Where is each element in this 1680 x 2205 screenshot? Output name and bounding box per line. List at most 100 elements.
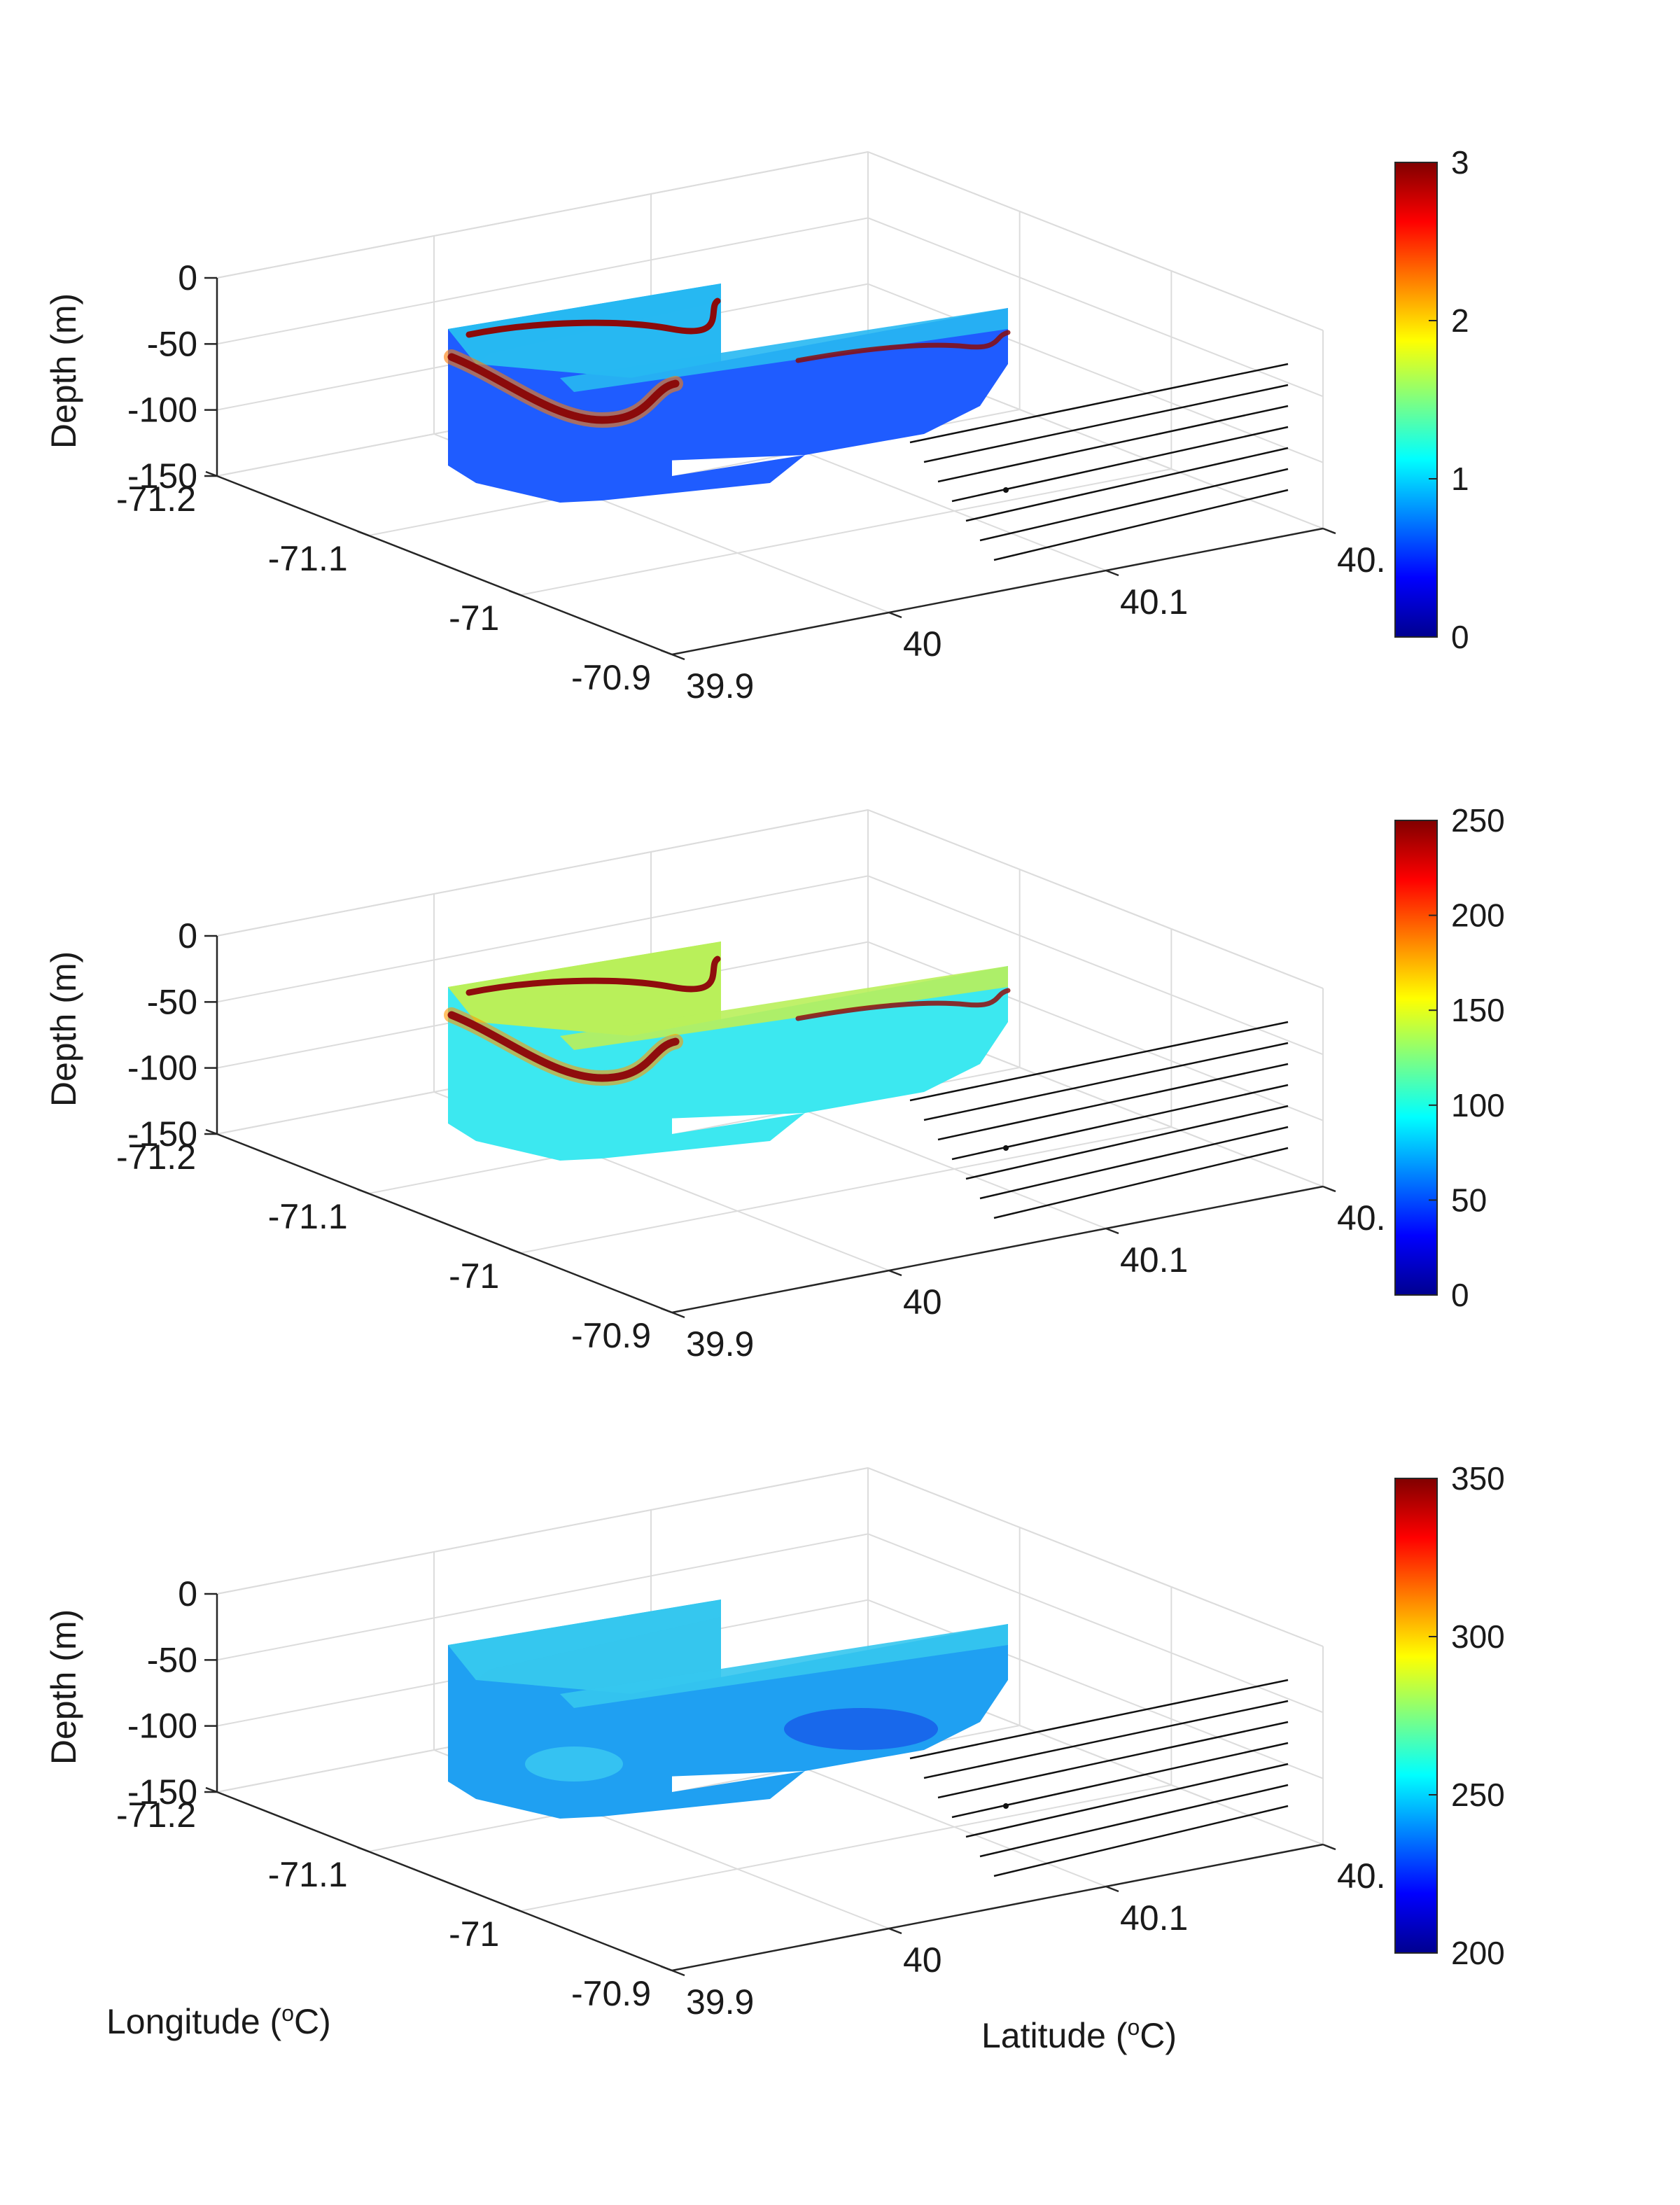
colorbar-tick-label: 150 — [1451, 992, 1505, 1028]
colorbar-tick-label: 300 — [1451, 1618, 1505, 1655]
y-tick-label: 39.9 — [686, 666, 754, 706]
surface-top-edge — [560, 308, 1008, 392]
y-tick-label: 40 — [903, 1282, 942, 1322]
track-line — [993, 1805, 1289, 1877]
gridline — [520, 1784, 1172, 1912]
x-tick — [660, 1307, 673, 1314]
y-tick-label: 40. — [1337, 1856, 1386, 1896]
track-line — [979, 1126, 1289, 1200]
track-line — [923, 1700, 1289, 1779]
track-lines — [909, 363, 1289, 561]
track-line — [909, 1021, 1289, 1102]
z-axis-title: Depth (m) — [44, 951, 83, 1107]
track-line — [979, 468, 1289, 542]
y-tick-label: 39.9 — [686, 1982, 754, 2022]
y-axis-line — [671, 1185, 1324, 1314]
gridline — [867, 1599, 1324, 1779]
track-lines — [909, 1679, 1289, 1877]
track-line — [909, 363, 1289, 444]
colorbar-tick-label: 100 — [1451, 1087, 1505, 1124]
z-axis-title: Depth (m) — [44, 293, 83, 449]
x-tick — [508, 1247, 521, 1254]
gridline — [216, 1467, 869, 1595]
y-tick — [671, 653, 685, 661]
x-tick — [508, 589, 521, 596]
colorbar-tick-label: 1 — [1451, 461, 1469, 497]
surface-top-edge — [560, 1624, 1008, 1708]
low-value-patch — [784, 1708, 938, 1750]
x-axis-line — [216, 1791, 673, 1972]
panel-1: 0-50-100-150-71.2-71.1-71-70.9 39.94040.1… — [44, 144, 1469, 706]
x-tick — [357, 530, 370, 537]
track-line — [937, 405, 1289, 483]
colorbar-tick-label: 50 — [1451, 1182, 1487, 1218]
x-tick — [357, 1188, 370, 1195]
track-line — [993, 489, 1289, 561]
colorbar-tick-label: 0 — [1451, 619, 1469, 655]
data-surface — [444, 284, 1011, 503]
x-tick-label: -71 — [449, 1914, 499, 1954]
z-tick-label: -150 — [127, 1772, 197, 1812]
track-line — [951, 426, 1289, 503]
colorbar-tick-label: 350 — [1451, 1460, 1505, 1497]
panel-2: 0-50-100-150-71.2-71.1-71-70.9 39.94040.1… — [44, 802, 1505, 1364]
high-value-patch — [525, 1746, 623, 1782]
track-marker — [1003, 1803, 1009, 1809]
data-surface — [448, 1600, 1008, 1819]
colorbar-tick-label: 0 — [1451, 1277, 1469, 1313]
track-line — [923, 1042, 1289, 1121]
track-line — [951, 1084, 1289, 1161]
high-value-band — [795, 330, 1011, 363]
y-tick-label: 40.1 — [1120, 1898, 1188, 1938]
y-axis-line — [671, 527, 1324, 656]
y-tick — [1105, 1885, 1119, 1893]
gridline — [867, 875, 1324, 1056]
track-line — [923, 384, 1289, 463]
axes: 0 -50 -100 -150-71.2 -71.1 -71 -70.9 39.9 40 40.1… — [44, 916, 1386, 1364]
track-line — [979, 1784, 1289, 1858]
y-axis-line — [671, 1843, 1324, 1972]
track-line — [909, 1679, 1289, 1760]
track-line — [965, 1763, 1289, 1838]
y-tick-label: 39.9 — [686, 1324, 754, 1364]
x-axis-line — [216, 1133, 673, 1314]
data-surface — [444, 941, 1011, 1161]
y-tick-label: 40 — [903, 624, 942, 664]
y-tick — [888, 611, 902, 619]
y-tick — [1105, 1227, 1119, 1235]
z-tick-label: -100 — [127, 391, 197, 430]
y-tick-label: 40 — [903, 1940, 942, 1980]
high-value-band — [447, 1011, 680, 1082]
axes: 0 -50 -100 -150-71.2 -71.1 -71 -70.9 39.9 40 40.1… — [44, 1574, 1386, 2022]
colorbar-tick-label: 200 — [1451, 897, 1505, 934]
high-value-band — [465, 298, 721, 338]
surface-top-edge — [448, 1600, 721, 1680]
z-tick-label: 0 — [178, 916, 197, 955]
track-line — [965, 447, 1289, 522]
gridline — [867, 283, 1324, 463]
gridline — [216, 217, 869, 345]
x-axis-line — [216, 475, 673, 656]
x-tick-label: -71.2 — [116, 479, 196, 519]
high-value-band — [795, 988, 1011, 1021]
x-tick — [205, 470, 218, 477]
gridline — [867, 217, 1324, 398]
track-lines — [909, 1021, 1289, 1219]
z-tick-label: -50 — [147, 324, 197, 363]
colorbar-tick-label: 2 — [1451, 302, 1469, 339]
gridline — [216, 1533, 869, 1661]
x-tick-label: -71.2 — [116, 1795, 196, 1835]
z-tick-label: 0 — [178, 258, 197, 298]
x-tick — [357, 1846, 370, 1853]
x-tick — [660, 1965, 673, 1972]
gridline — [520, 468, 1172, 596]
y-tick-label: 40.1 — [1120, 582, 1188, 622]
gridline — [216, 151, 869, 279]
track-line — [965, 1105, 1289, 1180]
z-tick-label: -100 — [127, 1049, 197, 1088]
z-tick-label: -50 — [147, 1640, 197, 1679]
z-tick-label: -150 — [127, 1114, 197, 1154]
y-axis-title: Latitude (oC) — [981, 2015, 1177, 2055]
surface-top-edge — [560, 966, 1008, 1050]
